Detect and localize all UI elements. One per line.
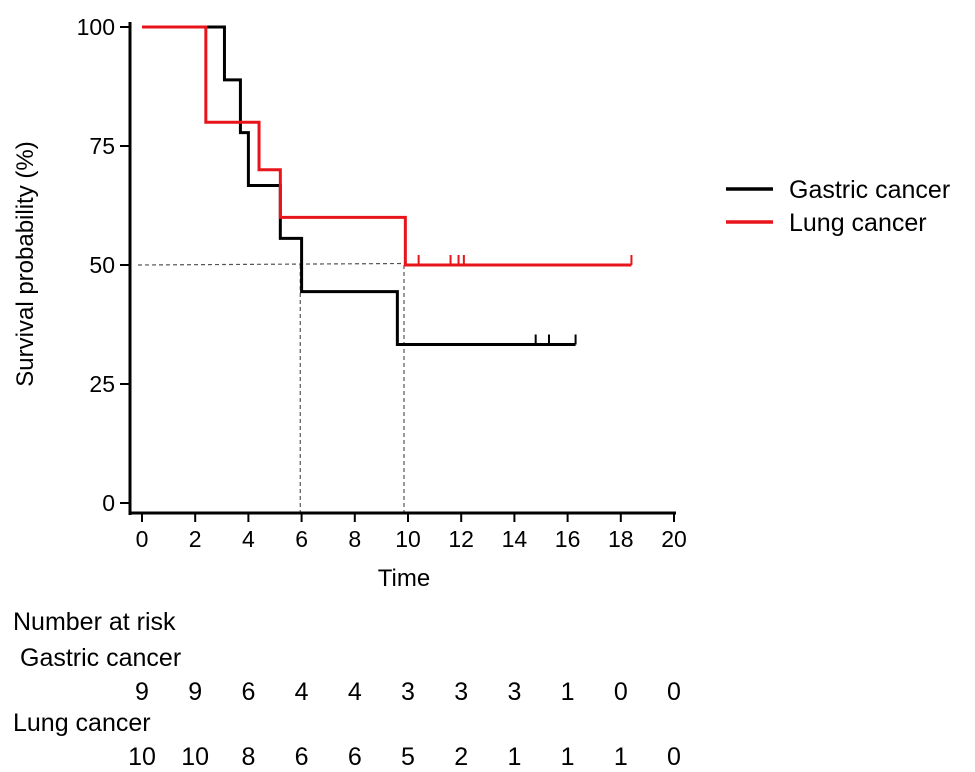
x-tick-label: 10 [395,526,421,552]
risk-count: 6 [348,743,362,771]
risk-table-title: Number at risk [13,608,176,636]
risk-count: 9 [188,678,202,706]
survival-curve-line [142,25,632,267]
y-tick-label: 50 [89,252,115,278]
x-tick-label: 18 [608,526,634,552]
risk-count: 1 [507,743,521,771]
x-tick-label: 14 [502,526,528,552]
series-1 [142,25,633,267]
x-tick-label: 2 [189,526,202,552]
risk-count: 3 [507,678,521,706]
legend-label: Lung cancer [789,209,927,237]
survival-curves [142,25,633,346]
x-tick-label: 20 [661,526,687,552]
y-tick-label: 100 [77,14,115,40]
x-tick-label: 0 [136,526,149,552]
risk-count: 1 [614,743,628,771]
survival-curve-line [142,25,576,346]
legend: Gastric cancer Lung cancer [726,176,950,237]
risk-count: 1 [561,678,575,706]
median-horizontal-guide [137,262,405,266]
x-tick-label: 8 [348,526,361,552]
median-guide-lines [137,262,405,512]
series-0 [142,25,577,346]
risk-count: 3 [454,678,468,706]
y-tick-label: 0 [102,490,115,516]
risk-count: 2 [454,743,468,771]
risk-count: 5 [401,743,415,771]
risk-count: 10 [128,743,156,771]
x-tick-label: 12 [448,526,474,552]
risk-group-name: Gastric cancer [20,644,181,672]
y-axis-title: Survival probability (%) [12,141,39,386]
risk-count: 0 [667,743,681,771]
risk-count: 9 [135,678,149,706]
risk-count: 1 [561,743,575,771]
risk-count: 4 [348,678,362,706]
risk-count: 6 [241,678,255,706]
y-tick-label: 75 [89,133,115,159]
risk-count: 4 [295,678,309,706]
x-tick-label: 4 [242,526,255,552]
y-tick-label: 25 [89,371,115,397]
x-axis-title: Time [378,565,430,592]
x-tick-label: 16 [555,526,581,552]
axes: 0 25 50 75 100 0 2 4 6 8 10 12 14 16 18 20 [77,14,687,552]
x-tick-label: 6 [295,526,308,552]
legend-label: Gastric cancer [789,176,950,204]
risk-group-name: Lung cancer [13,709,151,737]
risk-count: 8 [241,743,255,771]
risk-count: 0 [667,678,681,706]
risk-count: 3 [401,678,415,706]
risk-count: 0 [614,678,628,706]
risk-count: 10 [181,743,209,771]
risk-count: 6 [295,743,309,771]
